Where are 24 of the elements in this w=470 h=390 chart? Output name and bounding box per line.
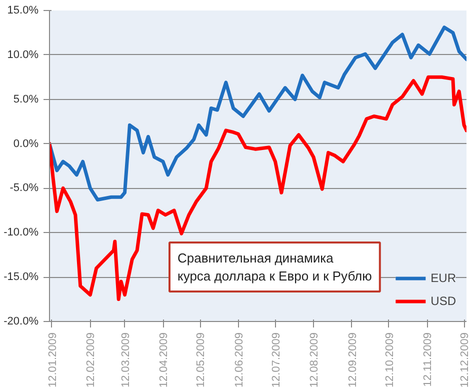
y-tick-label: 15.0%: [7, 4, 39, 16]
y-tick-label: -15.0%: [4, 271, 39, 284]
x-tick-label: 12.09.2009: [346, 332, 359, 388]
line-series: [50, 26, 466, 202]
legend-label: USD: [430, 294, 456, 308]
x-tick-label: 12.06.2009: [233, 332, 246, 388]
x-tick-label: 12.08.2009: [308, 332, 321, 388]
x-tick-label: 12.12.2009: [459, 332, 470, 388]
x-tick-label: 12.04.2009: [158, 332, 170, 388]
legend-label: EUR: [430, 271, 456, 285]
y-tick-label: -20.0%: [4, 316, 39, 328]
y-tick-label: 0.0%: [13, 138, 39, 150]
y-tick-label: 10.0%: [7, 48, 39, 61]
y-tick-label: 5.0%: [13, 93, 39, 106]
x-tick-label: 12.07.2009: [270, 332, 282, 388]
x-tick-label: 12.02.2009: [85, 332, 98, 388]
y-tick-label: -5.0%: [10, 182, 39, 194]
x-tick-label: 12.05.2009: [195, 332, 208, 388]
x-tick-label: 12.11.2009: [422, 332, 434, 387]
y-tick-label: -10.0%: [4, 226, 39, 239]
annotation: Сравнительная динамика курса доллара к Евро и к Рублю: [178, 250, 372, 284]
x-tick-label: 12.10.2009: [384, 332, 396, 388]
x-tick-label: 12.03.2009: [120, 332, 132, 388]
x-tick-label: 12.01.2009: [46, 332, 59, 388]
